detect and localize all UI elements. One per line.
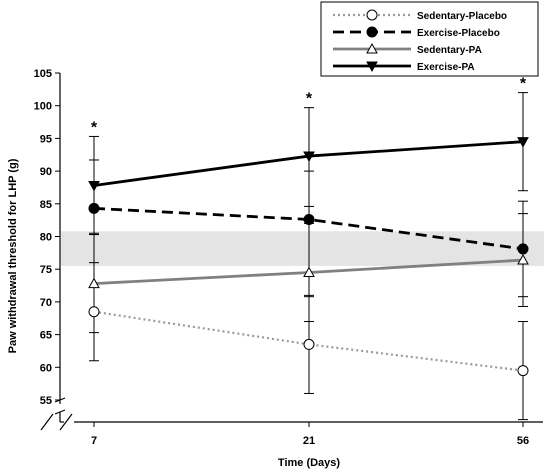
exercise-pa-point <box>517 137 529 148</box>
exercise-placebo-point <box>517 243 529 255</box>
exercise-pa-point <box>88 180 100 192</box>
sedentary-placebo-point <box>303 338 315 350</box>
sedentary-pa-point <box>517 254 529 265</box>
x-tick-label: 7 <box>91 435 97 447</box>
exercise-pa-point <box>303 151 315 163</box>
significance-star: * <box>520 76 527 93</box>
legend-label-exercise-pa: Exercise-PA <box>417 62 475 73</box>
legend-marker-exercise-pa <box>366 61 378 73</box>
exercise-placebo-point <box>303 213 315 225</box>
legend-marker-sedentary-placebo <box>366 9 378 21</box>
reference-band <box>61 231 544 266</box>
y-axis-label: Paw withdrawal threshold for LHP (g) <box>7 158 19 353</box>
y-tick-label: 90 <box>40 166 52 178</box>
x-axis-break-mark <box>40 413 54 431</box>
sedentary-pa-point <box>88 277 100 289</box>
significance-star: * <box>91 119 98 136</box>
sedentary-placebo-line <box>93 310 524 372</box>
y-tick-label: 70 <box>40 297 52 309</box>
y-tick-label: 60 <box>40 362 52 374</box>
sedentary-pa-point <box>303 266 315 277</box>
significance-markers: * * * <box>91 76 527 137</box>
y-axis-break-mark <box>54 409 66 415</box>
x-tick-label: 21 <box>303 435 315 447</box>
y-tick-label: 55 <box>40 395 52 407</box>
y-tick-label: 95 <box>40 133 52 145</box>
legend-marker-sedentary-pa <box>366 42 378 54</box>
axes: 55 60 65 70 75 80 85 90 95 100 105 7 21 56 <box>34 68 543 447</box>
legend-box <box>320 1 539 77</box>
legend-marker-exercise-placebo <box>366 26 378 38</box>
x-axis-label: Time (Days) <box>278 457 340 469</box>
legend: Sedentary-Placebo Exercise-Placebo Sedenta… <box>320 1 539 77</box>
sedentary-placebo-point <box>517 365 529 377</box>
legend-label-sedentary-placebo: Sedentary-Placebo <box>417 11 507 22</box>
y-tick-label: 65 <box>40 330 52 342</box>
exercise-placebo-point <box>88 202 100 214</box>
reference-band-layer <box>61 231 544 266</box>
y-tick-label: 105 <box>34 68 52 80</box>
exercise-placebo-line <box>93 206 524 251</box>
y-tick-label: 85 <box>40 199 52 211</box>
legend-label-exercise-placebo: Exercise-Placebo <box>417 28 500 39</box>
series-markers <box>88 137 529 377</box>
y-tick-label: 80 <box>40 232 52 244</box>
y-tick-label: 100 <box>34 101 52 113</box>
x-axis-break-mark <box>59 413 73 431</box>
y-tick-label: 75 <box>40 264 52 276</box>
x-tick-label: 56 <box>517 435 529 447</box>
legend-label-sedentary-pa: Sedentary-PA <box>417 45 482 56</box>
sedentary-placebo-point <box>88 306 100 318</box>
significance-star: * <box>306 91 313 108</box>
